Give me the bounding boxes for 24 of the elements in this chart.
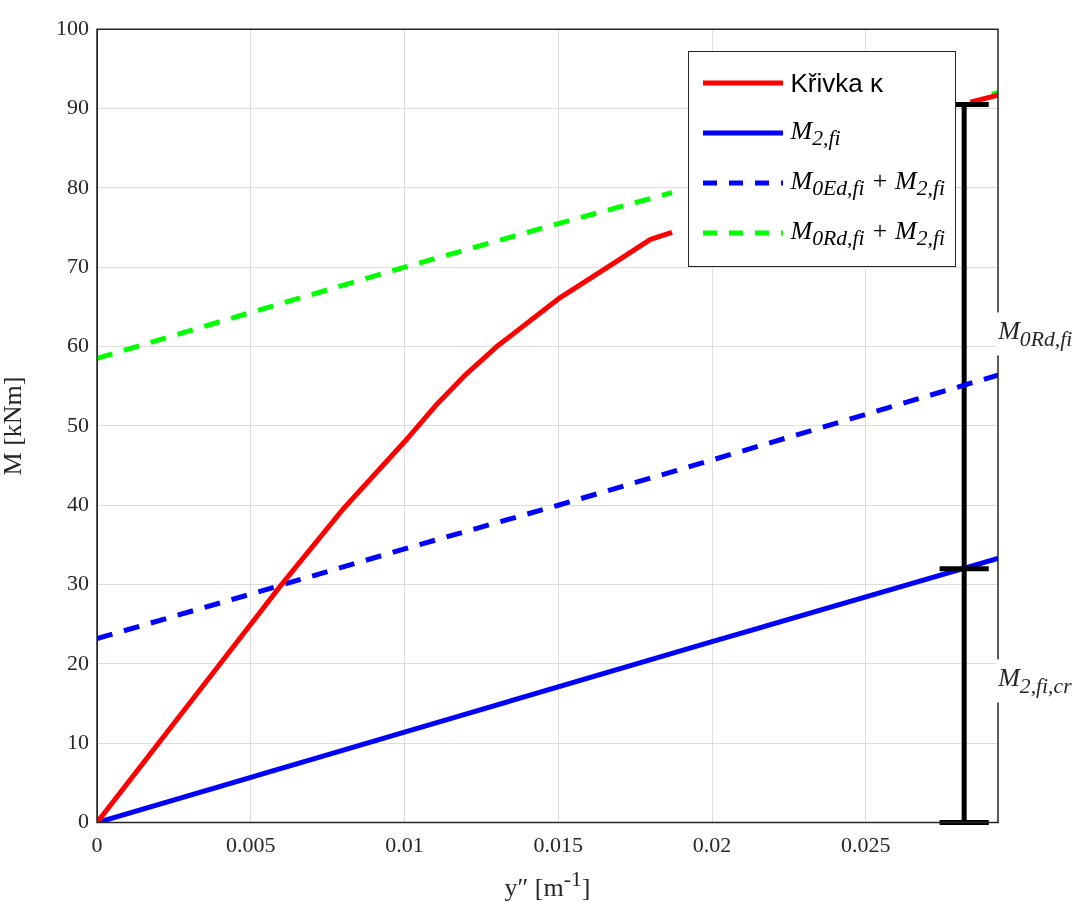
y-tick-label: 80 <box>67 173 89 199</box>
x-tick-label: 0.015 <box>533 831 584 857</box>
y-tick-label: 50 <box>67 411 89 437</box>
y-tick-label: 20 <box>67 649 89 675</box>
y-tick-label: 60 <box>67 332 89 358</box>
legend-label: M$_{0Rd,fi}$ + M$_{2,fi}$ <box>790 215 945 251</box>
y-tick-label: 10 <box>67 729 89 755</box>
x-tick-label: 0.005 <box>226 831 276 857</box>
y-tick-label: 0 <box>78 808 89 834</box>
y-tick-label: 90 <box>67 94 89 120</box>
y-tick-label: 30 <box>67 570 89 596</box>
x-axis-title: y″ [m$^{-1}$] <box>504 866 591 903</box>
legend-label: Křivka κ <box>790 67 883 99</box>
y-tick-label: 40 <box>67 491 89 517</box>
y-tick-label: 70 <box>67 253 89 278</box>
x-tick-label: 0.02 <box>692 831 732 857</box>
x-tick-label: 0.025 <box>841 831 891 857</box>
annotation: M$_{0Rd,fi}$ <box>996 312 1075 356</box>
legend-label: M$_{2,fi}$ <box>790 115 841 151</box>
x-tick-label: 0.01 <box>385 831 424 857</box>
y-tick-label: 100 <box>56 14 89 40</box>
legend-label: M$_{0Ed,fi}$ + M$_{2,fi}$ <box>790 165 945 201</box>
annotation: M$_{2,fi,cr}$ <box>996 658 1074 703</box>
y-axis-title: M [kNm] <box>0 376 28 476</box>
